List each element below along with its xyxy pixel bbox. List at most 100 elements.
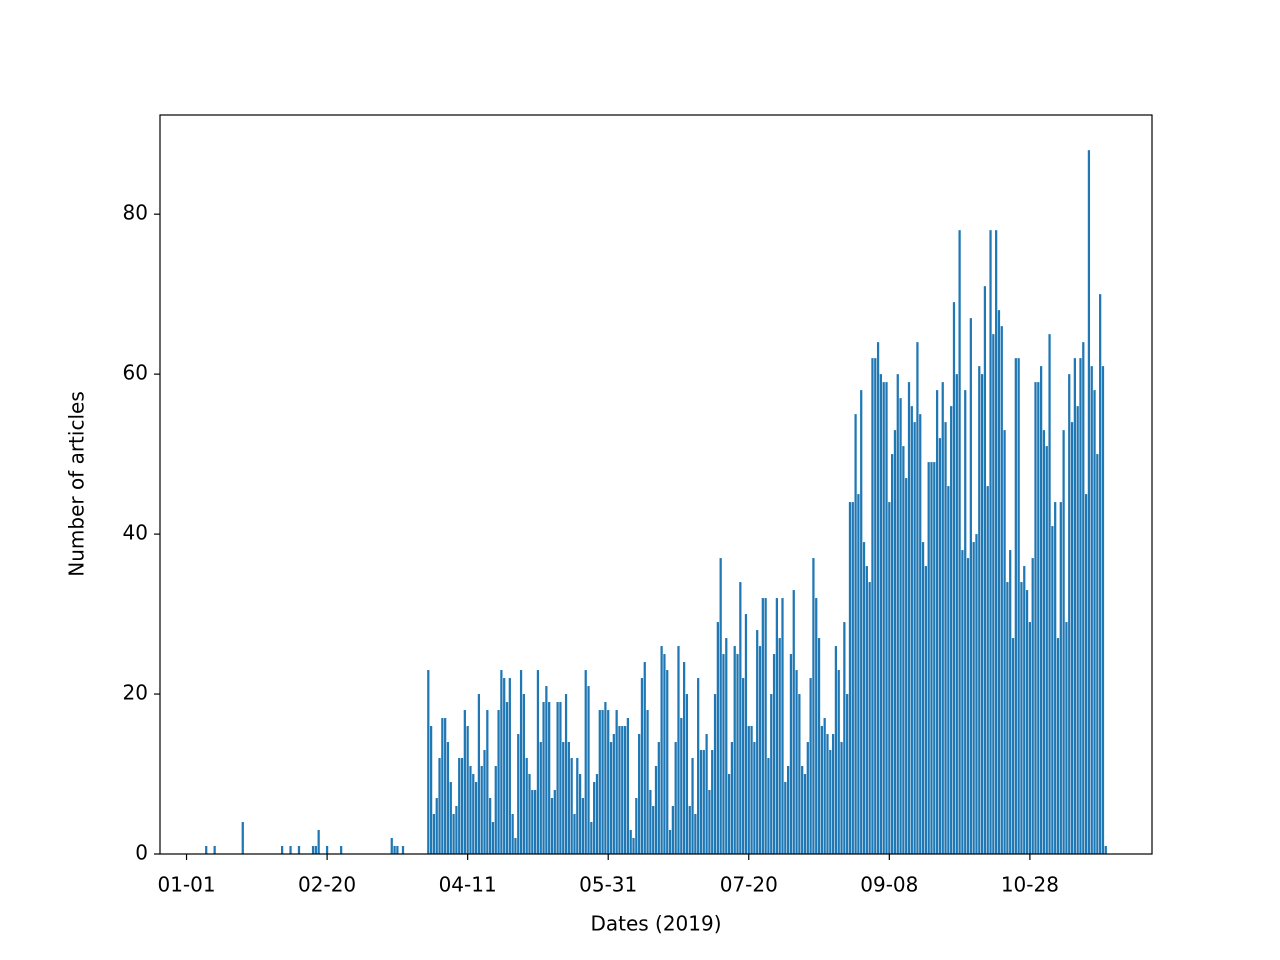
bar bbox=[1073, 358, 1076, 854]
bar bbox=[891, 454, 894, 854]
bar bbox=[1087, 150, 1091, 854]
bar bbox=[761, 598, 764, 854]
bar bbox=[778, 638, 781, 854]
bar bbox=[657, 742, 660, 854]
bar bbox=[612, 734, 615, 854]
bar bbox=[618, 726, 621, 854]
bar bbox=[786, 766, 790, 854]
bar bbox=[727, 774, 731, 854]
bar bbox=[964, 390, 967, 854]
bar bbox=[750, 726, 753, 854]
bar bbox=[874, 358, 877, 854]
bar bbox=[494, 766, 497, 854]
bar bbox=[798, 694, 801, 854]
bar bbox=[590, 822, 593, 854]
bar bbox=[736, 654, 739, 854]
bar bbox=[635, 798, 638, 854]
bar bbox=[817, 638, 821, 854]
bar bbox=[638, 734, 641, 854]
bar bbox=[857, 494, 860, 854]
bar bbox=[756, 630, 759, 854]
bar bbox=[1068, 374, 1071, 854]
x-tick-label: 05-31 bbox=[579, 873, 637, 897]
bar bbox=[992, 334, 995, 854]
bar bbox=[694, 814, 697, 854]
bar bbox=[545, 686, 548, 854]
bar bbox=[340, 846, 343, 854]
bar bbox=[1056, 638, 1060, 854]
bar bbox=[792, 590, 795, 854]
bar bbox=[429, 726, 433, 854]
bar bbox=[505, 702, 509, 854]
bar bbox=[503, 678, 506, 854]
bar bbox=[1062, 430, 1065, 854]
bar bbox=[570, 758, 573, 854]
bar bbox=[1070, 422, 1074, 854]
bar bbox=[607, 710, 610, 854]
bar bbox=[1099, 294, 1102, 855]
bar bbox=[460, 758, 464, 854]
bar bbox=[1003, 430, 1006, 854]
bar bbox=[775, 598, 779, 854]
bar bbox=[848, 502, 852, 854]
bar bbox=[989, 230, 992, 855]
bar bbox=[888, 502, 891, 854]
y-tick-label: 40 bbox=[123, 521, 148, 545]
bar bbox=[674, 742, 677, 854]
bar bbox=[983, 286, 987, 854]
bar bbox=[1051, 526, 1054, 854]
bar bbox=[980, 374, 984, 854]
bar bbox=[1076, 406, 1079, 854]
bar bbox=[483, 750, 486, 854]
bar bbox=[441, 718, 444, 854]
bar bbox=[604, 702, 607, 854]
bar bbox=[533, 790, 537, 854]
bar bbox=[536, 670, 540, 854]
bar bbox=[896, 374, 899, 854]
bar bbox=[1059, 502, 1062, 854]
bar bbox=[511, 814, 514, 854]
bar bbox=[823, 718, 826, 854]
bar bbox=[615, 710, 618, 854]
bar bbox=[952, 302, 956, 854]
x-tick-label: 10-28 bbox=[1001, 873, 1059, 897]
bar bbox=[739, 582, 742, 854]
bar bbox=[401, 846, 405, 854]
bar bbox=[865, 566, 868, 854]
bar bbox=[289, 846, 292, 854]
bar bbox=[767, 758, 770, 854]
bar bbox=[711, 750, 714, 854]
bar bbox=[660, 646, 663, 854]
bar bbox=[927, 462, 930, 854]
bar bbox=[860, 390, 863, 854]
bar bbox=[840, 742, 843, 854]
bar bbox=[913, 422, 916, 854]
bar bbox=[941, 382, 944, 854]
bar bbox=[1082, 342, 1085, 854]
bar bbox=[469, 766, 472, 854]
bar bbox=[753, 742, 756, 854]
bar bbox=[1006, 582, 1009, 854]
bar bbox=[902, 446, 905, 854]
bar bbox=[652, 806, 655, 854]
bar bbox=[758, 646, 762, 854]
bar bbox=[947, 486, 950, 854]
bar bbox=[1093, 390, 1096, 854]
bar bbox=[843, 622, 846, 854]
bar bbox=[719, 558, 722, 854]
bar bbox=[1079, 358, 1082, 854]
bar bbox=[553, 790, 556, 854]
bar bbox=[933, 462, 936, 854]
bar bbox=[1104, 846, 1107, 854]
bar bbox=[609, 742, 613, 854]
bar bbox=[876, 342, 880, 854]
bar bbox=[893, 430, 897, 854]
bar bbox=[1054, 502, 1057, 854]
bar bbox=[834, 646, 838, 854]
bar bbox=[514, 838, 517, 854]
bar bbox=[995, 230, 998, 855]
bar bbox=[455, 806, 458, 854]
bar bbox=[854, 414, 857, 854]
bar bbox=[508, 678, 511, 854]
x-tick-label: 02-20 bbox=[298, 873, 356, 897]
